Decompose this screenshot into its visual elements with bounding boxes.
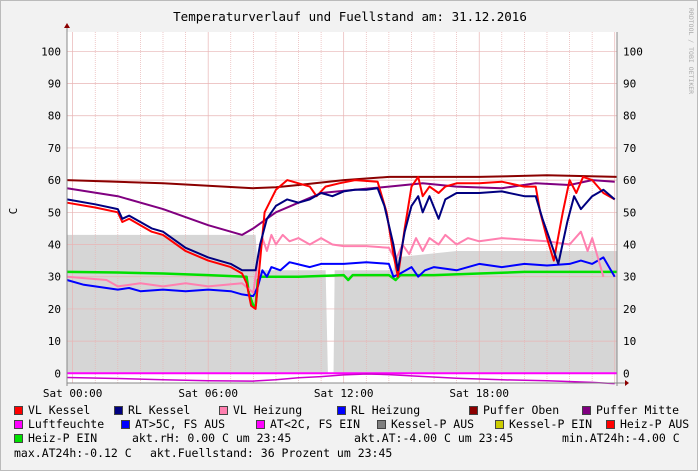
legend-label: Kessel-P AUS xyxy=(391,417,475,432)
series-line-at xyxy=(66,373,615,385)
x-axis-arrow xyxy=(625,380,629,386)
status-min-at: min.AT24h:-4.00 C xyxy=(562,431,680,446)
legend-swatch xyxy=(14,419,23,429)
legend-item: AT>5C, FS AUS xyxy=(121,417,225,431)
legend-item: Puffer Mitte xyxy=(582,403,679,417)
y-tick-label: 0 xyxy=(54,367,61,380)
legend-item: RL Kessel xyxy=(114,403,190,417)
grid-layer xyxy=(67,32,617,383)
y-tick-label: 30 xyxy=(48,271,61,284)
y-tick-label-right: 20 xyxy=(623,303,636,316)
series-line-heiz-p-ein xyxy=(66,270,617,307)
series-line-puffer-mitte xyxy=(66,179,615,236)
y-tick-label-right: 60 xyxy=(623,174,636,187)
y-tick-label: 70 xyxy=(48,142,61,155)
legend-item: VL Kessel xyxy=(14,403,90,417)
legend-item: RL Heizung xyxy=(337,403,420,417)
series-line-rl-heizung xyxy=(66,256,616,298)
legend-swatch xyxy=(469,405,478,415)
status-at: akt.AT:-4.00 C um 23:45 xyxy=(354,431,514,446)
legend-swatch xyxy=(606,419,615,429)
y-axis-arrow xyxy=(64,23,70,28)
y-tick-label: 60 xyxy=(48,174,61,187)
legend-swatch xyxy=(495,419,504,429)
legend-row: VL Kessel RL Kessel VL Heizung RL Heizung Pu… xyxy=(14,403,694,417)
series-line-vl-kessel xyxy=(66,175,616,310)
legend-label: VL Kessel xyxy=(28,403,91,417)
legend-item: VL Heizung xyxy=(219,403,302,417)
x-tick-label: Sat 00:00 xyxy=(43,387,103,400)
legend-swatch xyxy=(14,405,23,415)
series-line-puffer-oben xyxy=(66,174,618,190)
legend-item: Puffer Oben xyxy=(469,403,559,417)
legend-label: Kessel-P EIN xyxy=(509,417,593,432)
series-layer xyxy=(66,174,618,385)
legend-swatch xyxy=(14,433,23,443)
legend-label: RL Heizung xyxy=(351,403,421,417)
legend-swatch xyxy=(582,405,591,415)
y-tick-label: 90 xyxy=(48,78,61,91)
legend-label: AT<2C, FS EIN xyxy=(270,417,361,432)
status-max-at: max.AT24h:-0.12 C xyxy=(14,445,132,460)
y-tick-label: 50 xyxy=(48,206,61,219)
legend-swatch xyxy=(337,405,346,415)
legend-row: akt.rH: 0.00 C um 23:45 akt.AT:-4.00 C u… xyxy=(14,431,694,445)
y-tick-label-right: 80 xyxy=(623,110,636,123)
y-tick-label-right: 90 xyxy=(623,78,636,91)
legend-label: Heiz-P AUS xyxy=(620,417,690,432)
watermark: RRDTOOL / TOBI OETIKER xyxy=(687,8,695,94)
y-tick-label: 20 xyxy=(48,303,61,316)
status-rh: akt.rH: 0.00 C um 23:45 xyxy=(132,431,292,446)
y-tick-label: 100 xyxy=(41,45,61,58)
y-tick-label: 40 xyxy=(48,239,61,252)
status-fuellstand: akt.Fuellstand: 36 Prozent um 23:45 xyxy=(150,445,393,460)
legend-label: Heiz-P EIN xyxy=(28,431,98,446)
legend-label: Luftfeuchte xyxy=(28,417,105,432)
legend-row: Luftfeuchte AT>5C, FS AUS AT<2C, FS EIN Kes… xyxy=(14,417,694,431)
legend-label: RL Kessel xyxy=(128,403,191,417)
y-tick-label: 10 xyxy=(48,335,61,348)
legend-item: Heiz-P AUS xyxy=(606,417,689,431)
chart-title: Temperaturverlauf und Fuellstand am: 31.… xyxy=(173,9,527,24)
legend-item: Luftfeuchte xyxy=(14,417,104,431)
y-axis-label: C xyxy=(7,208,20,215)
y-tick-label-right: 30 xyxy=(623,271,636,284)
legend-row: max.AT24h:-0.12 C akt.Fuellstand: 36 Pro… xyxy=(14,446,694,460)
legend-swatch xyxy=(256,419,265,429)
y-tick-label-right: 50 xyxy=(623,206,636,219)
y-tick-label-right: 10 xyxy=(623,335,636,348)
legend-item: Kessel-P AUS xyxy=(377,417,474,431)
y-tick-label: 80 xyxy=(48,110,61,123)
y-tick-label-right: 100 xyxy=(623,45,643,58)
x-tick-label: Sat 18:00 xyxy=(449,387,509,400)
series-line-rl-kessel xyxy=(66,187,616,272)
legend-swatch xyxy=(219,405,228,415)
x-tick-label: Sat 12:00 xyxy=(314,387,374,400)
legend-swatch xyxy=(114,405,123,415)
legend: VL Kessel RL Kessel VL Heizung RL Heizung Pu… xyxy=(14,403,694,460)
legend-item: Heiz-P EIN xyxy=(14,431,97,445)
y-tick-label-right: 0 xyxy=(623,367,630,380)
legend-label: Puffer Mitte xyxy=(596,403,680,417)
legend-swatch xyxy=(377,419,386,429)
legend-item: Kessel-P EIN xyxy=(495,417,592,431)
legend-swatch xyxy=(121,419,130,429)
series-line-vl-heizung xyxy=(66,230,605,294)
legend-item: AT<2C, FS EIN xyxy=(256,417,360,431)
x-tick-label: Sat 06:00 xyxy=(178,387,238,400)
legend-label: AT>5C, FS AUS xyxy=(135,417,226,432)
legend-label: Puffer Oben xyxy=(483,403,560,417)
y-tick-label-right: 40 xyxy=(623,239,636,252)
y-tick-label-right: 70 xyxy=(623,142,636,155)
legend-label: VL Heizung xyxy=(233,403,303,417)
